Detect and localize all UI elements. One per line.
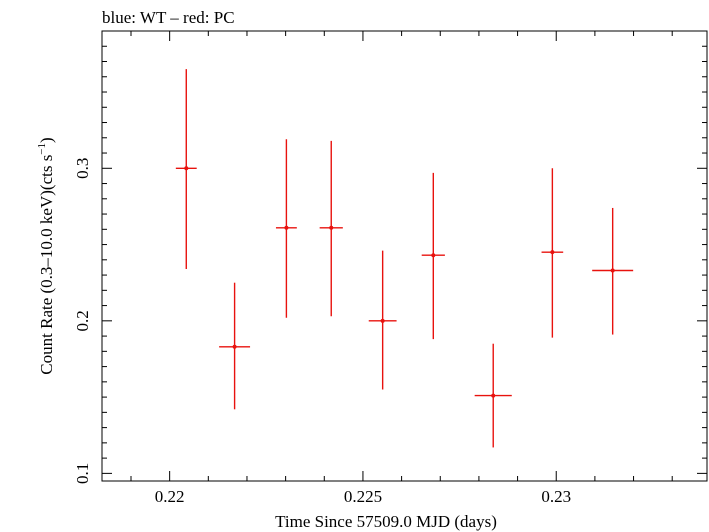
data-points bbox=[175, 69, 634, 448]
data-point bbox=[541, 168, 564, 338]
data-point bbox=[175, 69, 197, 269]
y-axis-label-superscript: −1 bbox=[36, 143, 48, 155]
point-marker bbox=[284, 225, 289, 230]
point-marker bbox=[232, 344, 237, 349]
point-marker bbox=[491, 393, 496, 398]
axis-tick-labels: 0.22 0.225 0.23 0.1 0.2 0.3 bbox=[73, 158, 571, 506]
point-marker bbox=[329, 225, 334, 230]
chart-title: blue: WT – red: PC bbox=[102, 8, 235, 27]
y-axis-label-end: ) bbox=[37, 137, 56, 143]
point-marker bbox=[184, 166, 189, 171]
x-tick-label: 0.23 bbox=[541, 487, 571, 506]
x-tick-label: 0.22 bbox=[155, 487, 185, 506]
data-point bbox=[368, 250, 397, 390]
y-tick-label: 0.1 bbox=[73, 463, 92, 484]
point-marker bbox=[550, 250, 555, 255]
point-marker bbox=[380, 318, 385, 323]
x-tick-label: 0.225 bbox=[344, 487, 382, 506]
axis-ticks bbox=[102, 30, 707, 481]
data-point bbox=[319, 140, 343, 317]
y-tick-label: 0.2 bbox=[73, 310, 92, 331]
data-point bbox=[421, 172, 445, 340]
y-axis-label-main: Count Rate (0.3–10.0 keV)(cts s bbox=[37, 155, 56, 375]
data-point bbox=[219, 282, 251, 410]
point-marker bbox=[610, 268, 615, 273]
data-point bbox=[275, 139, 297, 318]
point-marker bbox=[431, 253, 436, 258]
data-point bbox=[592, 207, 634, 335]
plot-frame bbox=[101, 30, 708, 482]
y-axis-label: Count Rate (0.3–10.0 keV)(cts s−1) bbox=[36, 137, 56, 374]
x-axis-label: Time Since 57509.0 MJD (days) bbox=[275, 512, 497, 531]
y-tick-label: 0.3 bbox=[73, 158, 92, 179]
data-point bbox=[474, 343, 512, 448]
